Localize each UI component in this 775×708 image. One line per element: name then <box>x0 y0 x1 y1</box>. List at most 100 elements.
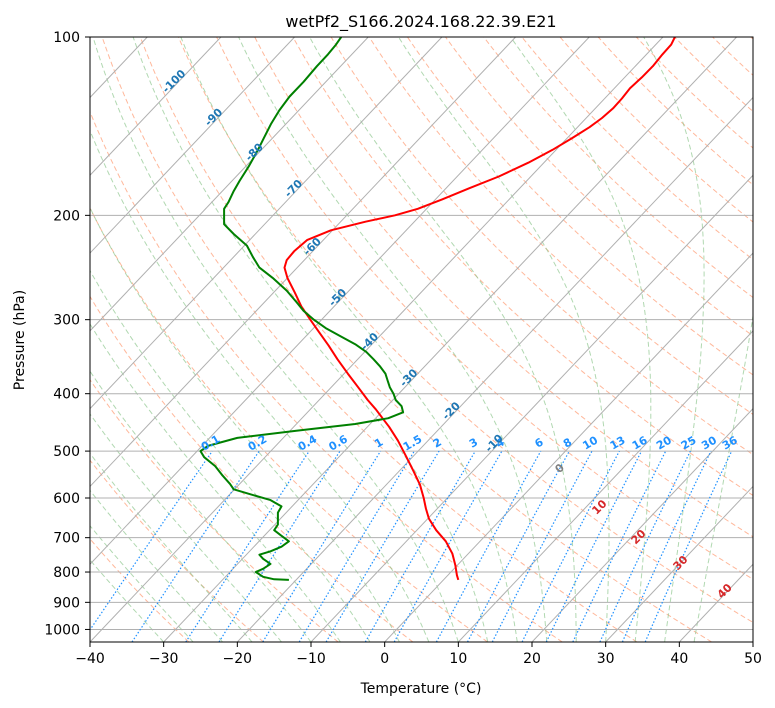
y-tick-label: 300 <box>53 313 80 329</box>
mixing-ratio-label: 13 <box>608 434 628 453</box>
moist-adiabat <box>693 313 753 642</box>
isotherm-gridline <box>90 37 516 488</box>
x-tick-label: 50 <box>744 651 762 667</box>
mixing-ratio-line <box>644 450 733 642</box>
moist-adiabats <box>90 37 753 642</box>
isotherm-gridline <box>90 37 295 254</box>
moist-adiabat <box>398 37 610 642</box>
moist-adiabat <box>90 559 165 642</box>
y-tick-label: 600 <box>53 491 80 507</box>
dry-adiabat <box>254 37 753 538</box>
isotherm-gridline <box>310 174 753 642</box>
moist-adiabat <box>90 206 400 642</box>
moist-adiabat <box>643 37 705 642</box>
dewpoint-trace <box>199 37 405 581</box>
moist-adiabat <box>90 269 371 642</box>
x-tick-label: −20 <box>223 651 253 667</box>
dry-adiabat <box>90 459 264 642</box>
moist-adiabat <box>510 37 652 642</box>
mixing-ratio-line <box>364 450 476 642</box>
moist-adiabat <box>90 323 341 642</box>
isotherm-label: -80 <box>243 140 266 163</box>
dry-adiabat <box>216 37 753 580</box>
mixing-ratio-line <box>621 450 712 642</box>
y-tick-label: 800 <box>53 565 80 581</box>
mixing-ratio-label: 25 <box>679 434 699 453</box>
mixing-ratio-label: 10 <box>580 433 600 452</box>
dry-adiabat <box>90 110 563 642</box>
isotherm-gridline <box>457 330 753 642</box>
isotherm-gridline <box>384 252 753 642</box>
isotherm-gridline <box>90 37 590 565</box>
dry-adiabat <box>330 37 753 456</box>
mixing-ratio-label: 0.4 <box>296 432 320 453</box>
dry-adiabat <box>177 37 753 623</box>
dry-adiabat <box>90 207 488 642</box>
dry-adiabat <box>483 37 753 299</box>
y-tick-label: 700 <box>53 531 80 547</box>
dry-adiabat <box>139 37 712 642</box>
x-axis: −40 −30 −20 −10 0 10 20 30 40 50 <box>75 642 762 667</box>
mixing-ratio-line <box>185 450 310 642</box>
temperature-trace <box>283 37 676 581</box>
isotherm-gridline <box>605 485 753 642</box>
y-tick-label: 500 <box>53 444 80 460</box>
plot-area <box>90 37 753 642</box>
dry-adiabat <box>90 295 414 642</box>
isotherm-gridline <box>163 37 737 642</box>
moist-adiabat <box>309 37 577 642</box>
mixing-ratio-line <box>572 450 667 642</box>
x-tick-label: −10 <box>296 651 326 667</box>
plot-frame <box>89 36 754 643</box>
dry-adiabat <box>635 37 753 149</box>
mixing-ratio-label: 20 <box>654 433 674 452</box>
mixing-ratio-line <box>131 450 260 642</box>
y-tick-label: 1000 <box>44 622 80 638</box>
isotherm-gridline <box>90 37 222 176</box>
sounding-traces <box>199 37 676 581</box>
mixing-ratio-lines <box>90 450 733 642</box>
moist-adiabat <box>90 452 253 642</box>
mixing-ratio-line <box>599 450 691 642</box>
moist-adiabat-label: 40 <box>715 581 735 601</box>
x-tick-label: 30 <box>597 651 615 667</box>
isotherm-gridline <box>752 641 753 642</box>
dry-adiabat <box>521 37 753 261</box>
dry-adiabat <box>445 37 753 337</box>
moist-adiabat <box>90 370 312 642</box>
y-tick-label: 200 <box>53 208 80 224</box>
dry-adiabat <box>368 37 753 416</box>
moist-adiabat <box>132 37 489 642</box>
isotherm-label: -50 <box>326 286 349 309</box>
y-axis: 100 200 300 400 500 600 700 800 900 1000 <box>44 30 90 638</box>
mixing-ratio-line <box>325 450 440 642</box>
isotherm-gridline <box>90 37 664 642</box>
isotherm-gridline <box>90 37 369 332</box>
y-tick-label: 100 <box>53 30 80 46</box>
isotherm-gridline <box>531 407 753 642</box>
x-tick-label: 0 <box>380 651 389 667</box>
x-axis-label: Temperature (°C) <box>360 681 482 697</box>
mixing-ratio-label: 0.6 <box>327 432 351 453</box>
mixing-ratio-line <box>262 450 382 642</box>
isotherm-label: -30 <box>397 366 420 389</box>
y-tick-label: 400 <box>53 387 80 403</box>
mixing-ratio-line <box>298 450 415 642</box>
mixing-ratio-label: 3 <box>467 436 480 451</box>
dry-adiabat <box>712 37 753 76</box>
mixing-ratio-label: 6 <box>532 435 545 450</box>
mixing-ratio-line <box>90 450 213 631</box>
isotherm-gridline <box>236 96 753 642</box>
x-tick-label: −30 <box>149 651 179 667</box>
y-axis-label: Pressure (hPa) <box>12 290 28 390</box>
x-tick-label: 20 <box>523 651 541 667</box>
mixing-ratio-line <box>491 450 593 642</box>
moist-adiabat <box>90 489 223 642</box>
dry-adiabat <box>559 37 753 223</box>
isobars <box>90 37 753 630</box>
isotherm-gridline <box>90 37 443 410</box>
mixing-ratio-line <box>466 450 570 642</box>
dry-adiabats <box>90 37 753 642</box>
dry-adiabat <box>90 538 190 642</box>
